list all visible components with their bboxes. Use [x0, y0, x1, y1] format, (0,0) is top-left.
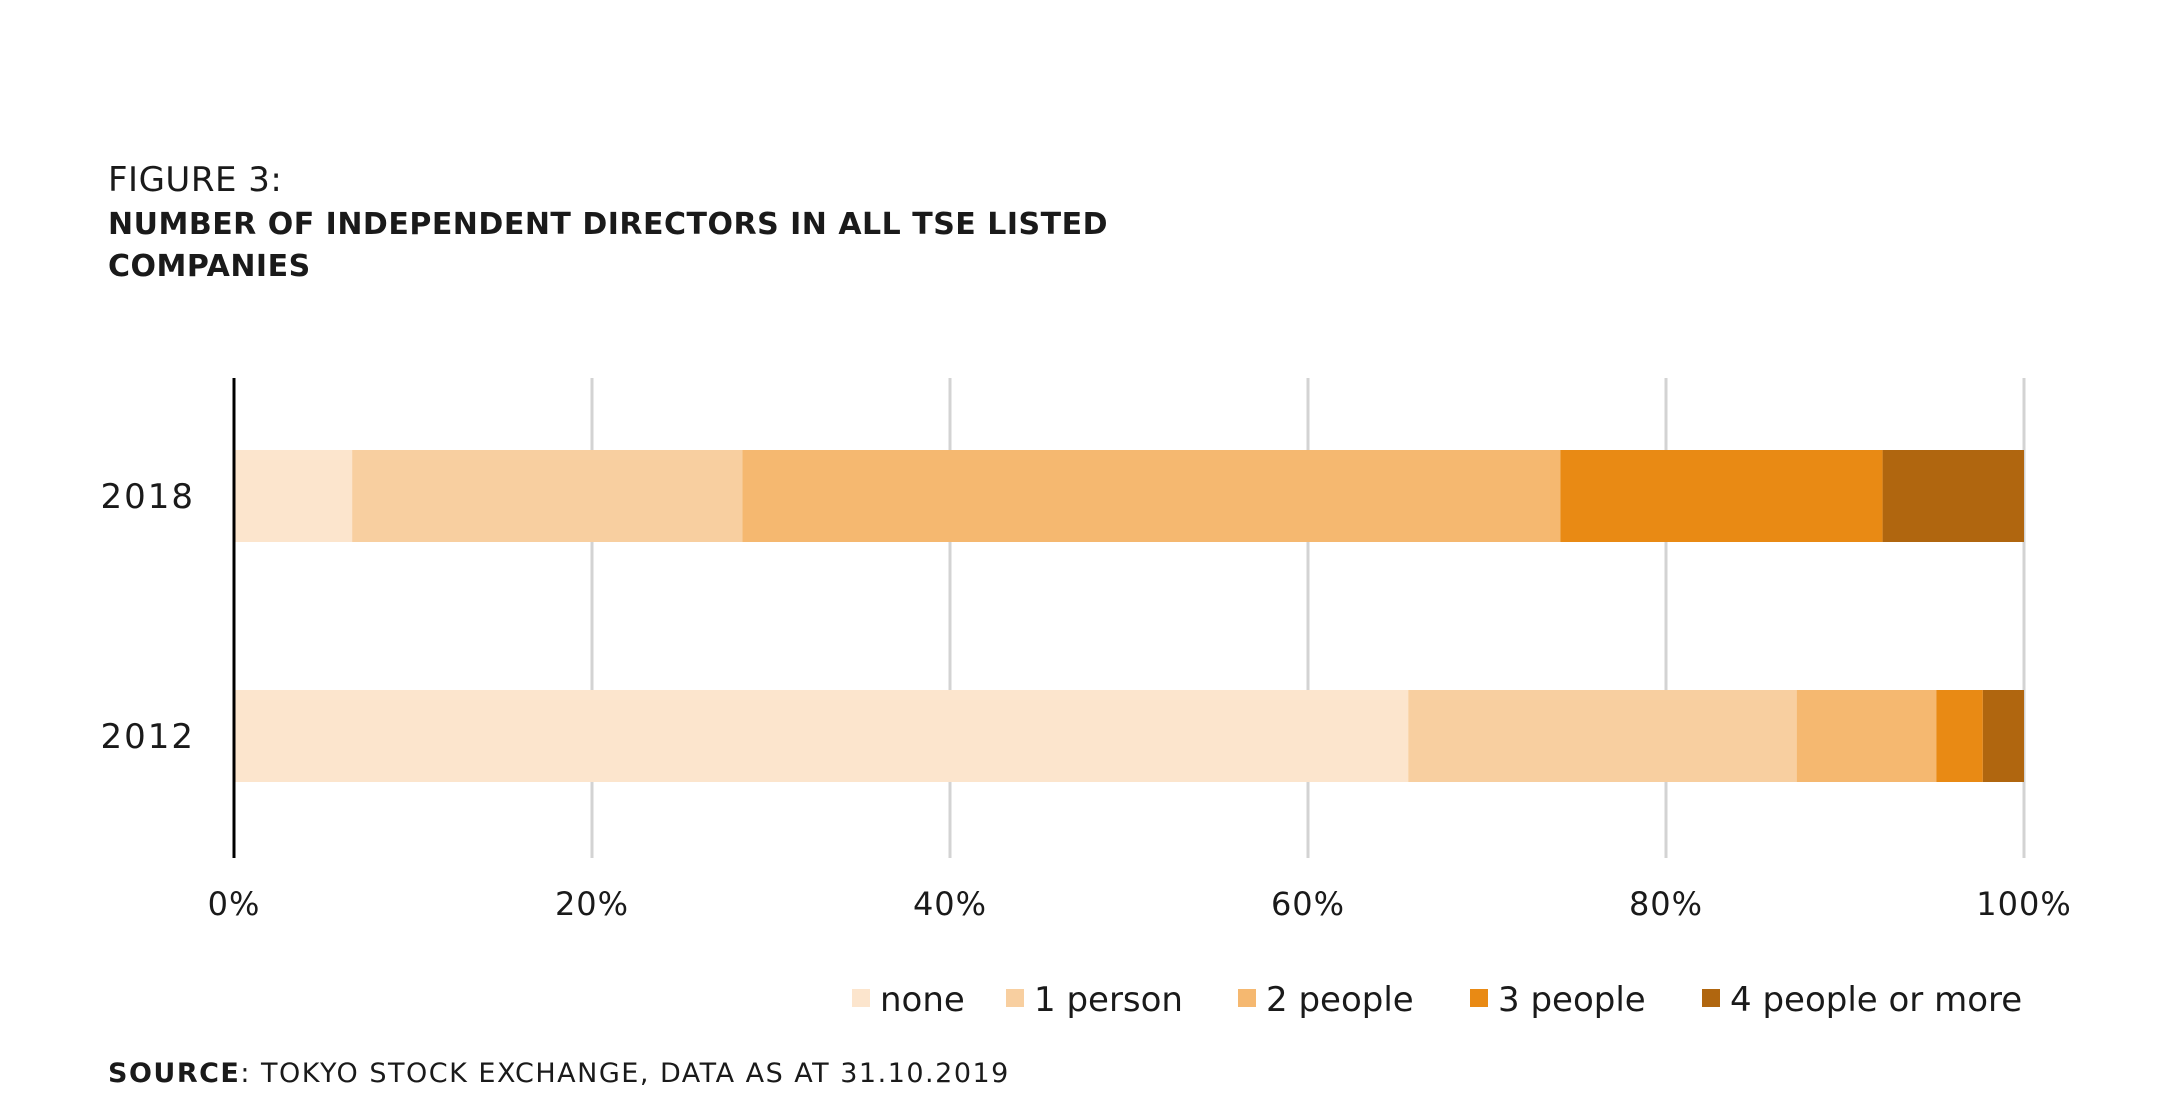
legend-swatch: [1702, 989, 1720, 1007]
legend-swatch: [1006, 989, 1024, 1007]
x-tick-label: 80%: [1629, 885, 1703, 923]
x-tick-label: 40%: [913, 885, 987, 923]
legend-swatch: [852, 989, 870, 1007]
legend: none 1 person 2 people 3 people 4 people or …: [852, 980, 2022, 1020]
legend-swatch: [1238, 989, 1256, 1007]
bar-segment: [352, 450, 743, 542]
source-note: SOURCE: TOKYO STOCK EXCHANGE, DATA AS AT…: [108, 1058, 1010, 1089]
bar-segment: [1408, 690, 1797, 782]
chart-title: NUMBER OF INDEPENDENT DIRECTORS IN ALL T…: [108, 207, 1108, 284]
bar-segment: [1982, 690, 2024, 782]
source-label: SOURCE: [108, 1058, 241, 1089]
legend-label: 3 people: [1498, 980, 1646, 1020]
legend-label: 4 people or more: [1730, 980, 2022, 1020]
bar-segment: [742, 450, 1561, 542]
legend-label: 2 people: [1266, 980, 1414, 1020]
x-tick-label: 100%: [1976, 885, 2071, 923]
source-text: : TOKYO STOCK EXCHANGE, DATA AS AT 31.10…: [240, 1058, 1010, 1089]
bar-segment: [1796, 690, 1937, 782]
x-tick-label: 60%: [1271, 885, 1345, 923]
axes: 0% 20% 40% 60% 80% 100% 2018 2012: [100, 378, 2071, 923]
y-tick-label: 2018: [100, 477, 195, 517]
bar-segment: [1560, 450, 1883, 542]
bar-segment: [1936, 690, 1983, 782]
legend-swatch: [1470, 989, 1488, 1007]
bars: [234, 450, 2024, 782]
y-tick-label: 2012: [100, 717, 195, 757]
bar-segment: [234, 450, 353, 542]
bar-segment: [234, 690, 1409, 782]
legend-label: none: [880, 980, 965, 1020]
x-tick-label: 0%: [208, 885, 261, 923]
figure-label: FIGURE 3:: [108, 160, 283, 200]
x-tick-label: 20%: [555, 885, 629, 923]
legend-label: 1 person: [1034, 980, 1183, 1020]
bar-segment: [1882, 450, 2024, 542]
